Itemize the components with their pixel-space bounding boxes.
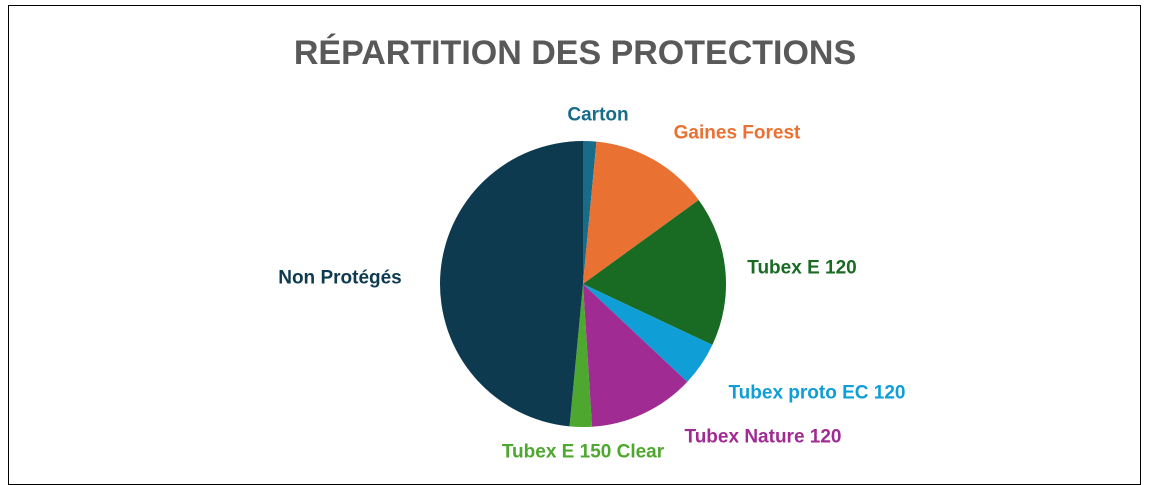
pie-slice	[569, 284, 592, 427]
pie-slice	[583, 141, 597, 284]
slice-label: Gaines Forest	[673, 122, 801, 144]
pie-slice	[583, 199, 726, 345]
pie-slice	[583, 284, 688, 427]
slice-label: Tubex Nature 120	[684, 426, 842, 448]
chart	[439, 141, 726, 427]
slice-label: Tubex E 150 Clear	[501, 441, 665, 463]
pie-slice	[583, 284, 713, 382]
page: {"chart_data": {"type": "pie", "title": …	[8, 5, 1141, 485]
chart-title: RÉPARTITION DES PROTECTIONS	[293, 34, 857, 72]
pie-slice	[439, 141, 583, 427]
slice-label: Non Protégés	[278, 267, 402, 289]
pie-slice	[583, 141, 699, 284]
slice-label: Tubex E 120	[747, 257, 857, 279]
slice-label: Carton	[567, 104, 629, 126]
slice-label: Tubex proto EC 120	[728, 382, 906, 404]
